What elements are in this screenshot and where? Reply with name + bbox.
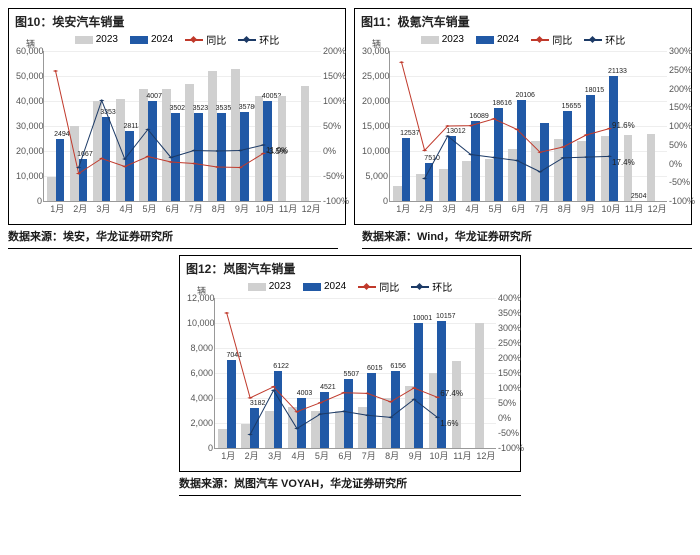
chart-11-source: 数据来源：Wind，华龙证券研究所 <box>362 225 692 249</box>
legend-mom: 环比 <box>238 32 279 47</box>
legend-2024: 2024 <box>476 34 519 45</box>
chart-12-source: 数据来源：岚图汽车 VOYAH，华龙证券研究所 <box>179 472 521 496</box>
chart-12-title: 图12：岚图汽车销量 <box>186 260 514 277</box>
chart-10: 20232024同比环比辆010,00020,00030,00040,00050… <box>15 32 339 222</box>
chart-10-panel: 图10：埃安汽车销量 20232024同比环比辆010,00020,00030,… <box>8 8 346 225</box>
chart-11-panel: 图11：极氪汽车销量 20232024同比环比辆05,00010,00015,0… <box>354 8 692 225</box>
legend-yoy: 同比 <box>358 279 399 294</box>
legend-mom: 环比 <box>411 279 452 294</box>
chart-10-source: 数据来源：埃安，华龙证券研究所 <box>8 225 338 249</box>
legend-2024: 2024 <box>130 34 173 45</box>
legend-2023: 2023 <box>421 34 464 45</box>
legend-2024: 2024 <box>303 281 346 292</box>
chart-10-title: 图10：埃安汽车销量 <box>15 13 339 30</box>
chart-11-title: 图11：极氪汽车销量 <box>361 13 685 30</box>
legend-2023: 2023 <box>248 281 291 292</box>
legend-yoy: 同比 <box>531 32 572 47</box>
legend-mom: 环比 <box>584 32 625 47</box>
legend-2023: 2023 <box>75 34 118 45</box>
chart-12: 20232024同比环比辆02,0004,0006,0008,00010,000… <box>186 279 514 469</box>
chart-11: 20232024同比环比辆05,00010,00015,00020,00025,… <box>361 32 685 222</box>
legend-yoy: 同比 <box>185 32 226 47</box>
chart-12-panel: 图12：岚图汽车销量 20232024同比环比辆02,0004,0006,000… <box>179 255 521 472</box>
